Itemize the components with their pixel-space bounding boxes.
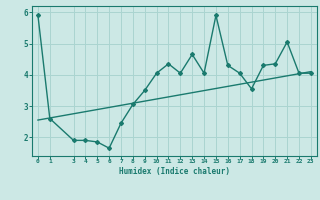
X-axis label: Humidex (Indice chaleur): Humidex (Indice chaleur) xyxy=(119,167,230,176)
